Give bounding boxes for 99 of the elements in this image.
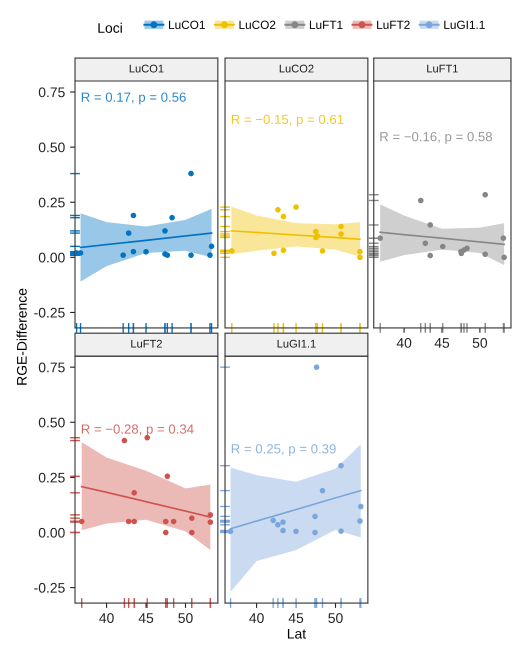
point — [126, 230, 132, 236]
point — [440, 244, 446, 250]
point — [312, 530, 318, 536]
point — [464, 246, 470, 252]
point — [228, 528, 234, 534]
point — [143, 249, 149, 255]
point — [280, 248, 286, 254]
point — [131, 490, 137, 496]
y-tick-label: -0.25 — [34, 308, 65, 318]
legend-label: LuFT2 — [377, 20, 410, 30]
point — [501, 254, 507, 260]
point — [275, 206, 281, 213]
point — [314, 364, 320, 370]
point — [270, 518, 276, 524]
annotation: R = 0.25, p = 0.39 — [232, 444, 336, 456]
point — [144, 434, 150, 440]
point — [275, 522, 281, 528]
y-tick-label: 0.25 — [38, 198, 65, 208]
point — [357, 518, 363, 524]
chart-title: LuCO1 — [130, 64, 164, 72]
chart-title: LuGI1.1 — [278, 340, 316, 348]
point — [313, 228, 319, 234]
legend-label: LuCO1 — [169, 20, 205, 30]
point — [189, 515, 195, 521]
point — [78, 518, 84, 524]
y-tick-label: 0.00 — [38, 252, 65, 263]
y-tick-label: 0.50 — [38, 418, 65, 428]
x-tick-label: 45 — [288, 613, 304, 623]
point — [162, 228, 168, 234]
point — [293, 204, 299, 210]
point — [422, 240, 428, 246]
point — [189, 530, 195, 536]
chart-title: LuCO2 — [280, 64, 314, 72]
chart-title: LuFT2 — [131, 340, 162, 348]
point — [320, 488, 326, 494]
point — [188, 252, 194, 258]
x-tick-label: 50 — [178, 613, 193, 623]
point — [338, 462, 344, 468]
point — [427, 222, 434, 228]
x-tick-label: 50 — [472, 338, 488, 348]
x-tick-label: 45 — [434, 338, 450, 348]
y-tick-label: 0.00 — [38, 528, 65, 538]
annotation: R = −0.16, p = 0.58 — [380, 132, 492, 144]
point — [208, 244, 214, 250]
point — [418, 198, 424, 204]
x-tick-label: 45 — [138, 613, 154, 623]
legend-label: LuGI1.1 — [444, 20, 485, 30]
point — [377, 235, 383, 241]
point — [338, 224, 344, 230]
point — [229, 248, 235, 254]
point — [482, 192, 488, 198]
point — [164, 474, 170, 480]
point — [162, 530, 169, 536]
point — [207, 252, 213, 258]
point — [188, 170, 194, 176]
point — [120, 252, 126, 258]
legend-label: LuFT1 — [310, 20, 343, 30]
point — [208, 512, 214, 518]
x-tick-label: 50 — [328, 613, 343, 623]
legend-label: LuCO2 — [239, 20, 276, 30]
point — [162, 518, 169, 524]
y-tick-label: 0.75 — [38, 87, 65, 98]
point — [271, 250, 277, 256]
point — [130, 212, 136, 218]
point — [130, 248, 136, 254]
point — [482, 251, 488, 258]
x-tick-label: 40 — [396, 338, 412, 348]
point — [208, 519, 214, 525]
x-tick-label: 40 — [249, 613, 264, 623]
point — [320, 248, 326, 254]
point — [338, 231, 344, 237]
point — [170, 518, 176, 524]
x-tick-label: 40 — [99, 613, 114, 623]
point — [164, 252, 170, 258]
chart-title: LuFT1 — [427, 64, 458, 72]
y-tick-label: 0.50 — [38, 142, 65, 152]
y-tick-label: 0.75 — [38, 362, 65, 372]
point — [126, 518, 132, 524]
point — [338, 528, 344, 534]
annotation: R = −0.15, p = 0.61 — [232, 114, 344, 127]
y-tick-label: -0.25 — [34, 582, 65, 593]
y-tick-label: 0.25 — [38, 472, 65, 483]
point — [358, 504, 364, 510]
legend-title: Loci — [98, 22, 122, 33]
point — [169, 214, 175, 220]
point — [280, 214, 286, 220]
x-axis-title: Lat — [288, 628, 306, 639]
point — [122, 438, 128, 444]
annotation: R = 0.17, p = 0.56 — [82, 92, 186, 104]
point — [293, 528, 299, 534]
point — [131, 518, 137, 524]
point — [357, 254, 363, 260]
point — [280, 519, 286, 525]
point — [357, 248, 363, 254]
point — [500, 235, 506, 241]
y-axis-title: RGE-Difference — [16, 288, 27, 385]
point — [280, 528, 286, 534]
point — [427, 252, 434, 258]
point — [312, 514, 318, 520]
